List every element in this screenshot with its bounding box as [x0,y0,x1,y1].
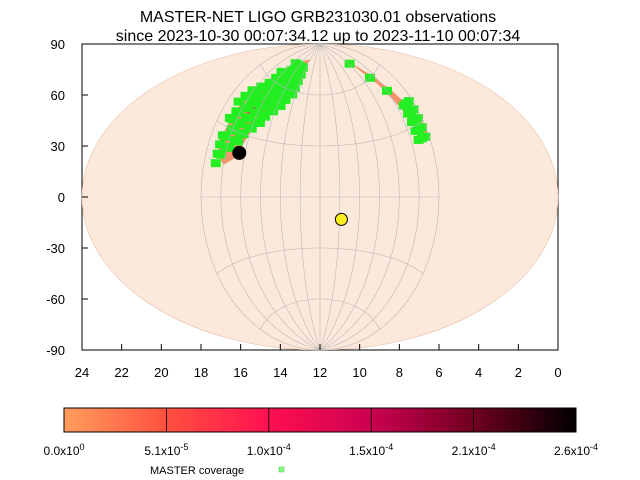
colorbar-tick-label: 0.0x100 [43,442,84,458]
coverage-field [215,140,226,149]
coverage-field [232,137,243,146]
coverage-field [275,102,286,110]
coverage-field [242,104,253,113]
coverage-field [413,114,423,123]
coverage-field [224,143,235,152]
parallel-line [216,247,424,274]
coverage-field [416,123,427,132]
coverage-field [257,93,268,102]
colorbar-tick-label: 1.5x10-4 [349,442,393,458]
coverage-field [227,115,238,124]
coverage-field [408,105,419,114]
chart-subtitle: since 2023-10-30 00:07:34.12 up to 2023-… [116,28,521,45]
colorbar-tick-label: 2.1x10-4 [452,442,496,458]
coverage-field [403,97,414,106]
x-tick-label: 8 [396,365,403,380]
chart-title: MASTER-NET LIGO GRB231030.01 observation… [140,9,496,26]
x-tick-label: 14 [273,365,287,380]
coverage-field [344,59,355,68]
coverage-field [233,97,244,106]
coverage-field [233,108,244,117]
coverage-field [215,150,226,159]
parallel-line [260,64,380,96]
coverage-field [235,119,246,128]
y-tick-label: 0 [58,190,65,205]
markers [232,145,348,226]
coverage-field [295,70,306,79]
x-tick-label: 2 [515,365,522,380]
coverage-field [258,84,268,93]
colorbar-ticks: 0.0x100 5.1x10-5 1.0x10-4 1.5x10-4 2.1x10-4 2… [43,408,598,458]
target-marker [232,145,247,160]
coverage-field [420,132,431,141]
coverage-field [260,112,271,121]
coverage-field [292,77,303,86]
legend-swatch [278,466,285,473]
legend-label: MASTER coverage [150,465,244,477]
colorbar-tick-label: 5.1x10-5 [144,442,188,458]
x-tick-label: 6 [435,365,442,380]
coverage-field [220,132,231,141]
coverage-field [297,63,308,72]
x-tick-label: 10 [352,365,366,380]
y-tick-label: 30 [51,139,65,154]
grid-lines [200,44,440,350]
x-tick-label: 20 [154,365,168,380]
x-tick-label: 22 [114,365,128,380]
y-axis-ticks: 90 60 30 0 -30 -60 -90 [46,37,88,358]
y-tick-label: -30 [46,241,65,256]
coverage-field [210,159,221,168]
coverage-field [244,114,255,123]
coverage-field [279,87,290,96]
y-tick-label: -90 [46,343,65,358]
y-tick-label: 90 [51,37,65,52]
coverage-field [289,83,300,92]
colorbar-tick-label: 1.0x10-4 [247,442,291,458]
x-axis-ticks: 24 22 20 18 16 14 12 10 8 6 4 2 0 [75,344,562,380]
x-tick-label: 0 [554,365,561,380]
coverage-field [266,98,277,107]
coverage-field [254,119,265,127]
x-tick-label: 16 [233,365,247,380]
x-tick-label: 4 [475,365,482,380]
parallel-line [260,298,380,330]
x-tick-label: 24 [75,365,89,380]
x-tick-label: 18 [194,365,208,380]
coverage-field [287,90,298,99]
colorbar [63,407,577,433]
y-tick-label: -60 [46,292,65,307]
x-tick-label: 12 [313,365,327,380]
sun-marker [334,212,348,226]
coverage-field [268,107,278,116]
coverage-field [279,79,290,88]
coverage-field [258,103,269,112]
coverage-field [280,95,291,104]
parallel-line [216,120,424,147]
y-tick-label: 60 [51,88,65,103]
colorbar-tick-label: 2.6x10-4 [554,442,598,458]
